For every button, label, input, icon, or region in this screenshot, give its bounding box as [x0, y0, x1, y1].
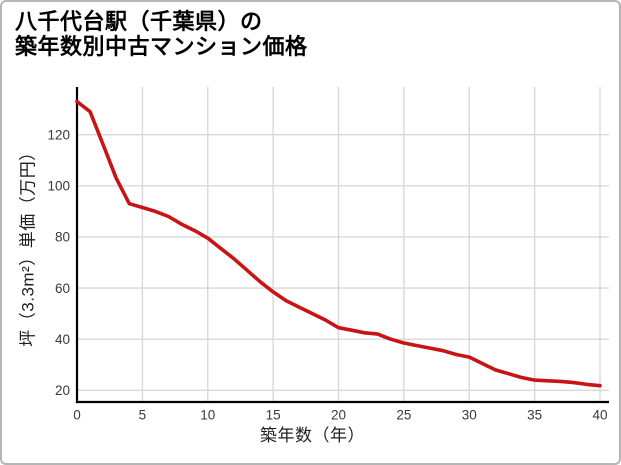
x-tick-label: 30 — [462, 408, 477, 423]
y-tick-label: 120 — [47, 128, 70, 143]
x-tick-label: 20 — [331, 408, 346, 423]
x-tick-label: 35 — [527, 408, 542, 423]
chart-title: 八千代台駅（千葉県）の 築年数別中古マンション価格 — [15, 9, 308, 59]
x-axis-label: 築年数（年） — [260, 426, 365, 445]
chart-title-line1: 八千代台駅（千葉県）の — [15, 9, 263, 34]
y-tick-label: 100 — [47, 179, 70, 194]
x-tick-label: 15 — [266, 408, 281, 423]
x-tick-label: 25 — [396, 408, 411, 423]
price-line-series — [75, 99, 602, 388]
y-tick-label: 60 — [55, 281, 70, 296]
y-tick-label: 20 — [55, 383, 70, 398]
y-tick-label: 40 — [55, 332, 70, 347]
x-tick-label: 40 — [592, 408, 607, 423]
y-tick-label: 80 — [55, 230, 70, 245]
x-tick-label: 0 — [73, 408, 81, 423]
x-tick-label: 5 — [139, 408, 147, 423]
chart-title-line2: 築年数別中古マンション価格 — [15, 34, 308, 59]
x-tick-label: 10 — [200, 408, 215, 423]
